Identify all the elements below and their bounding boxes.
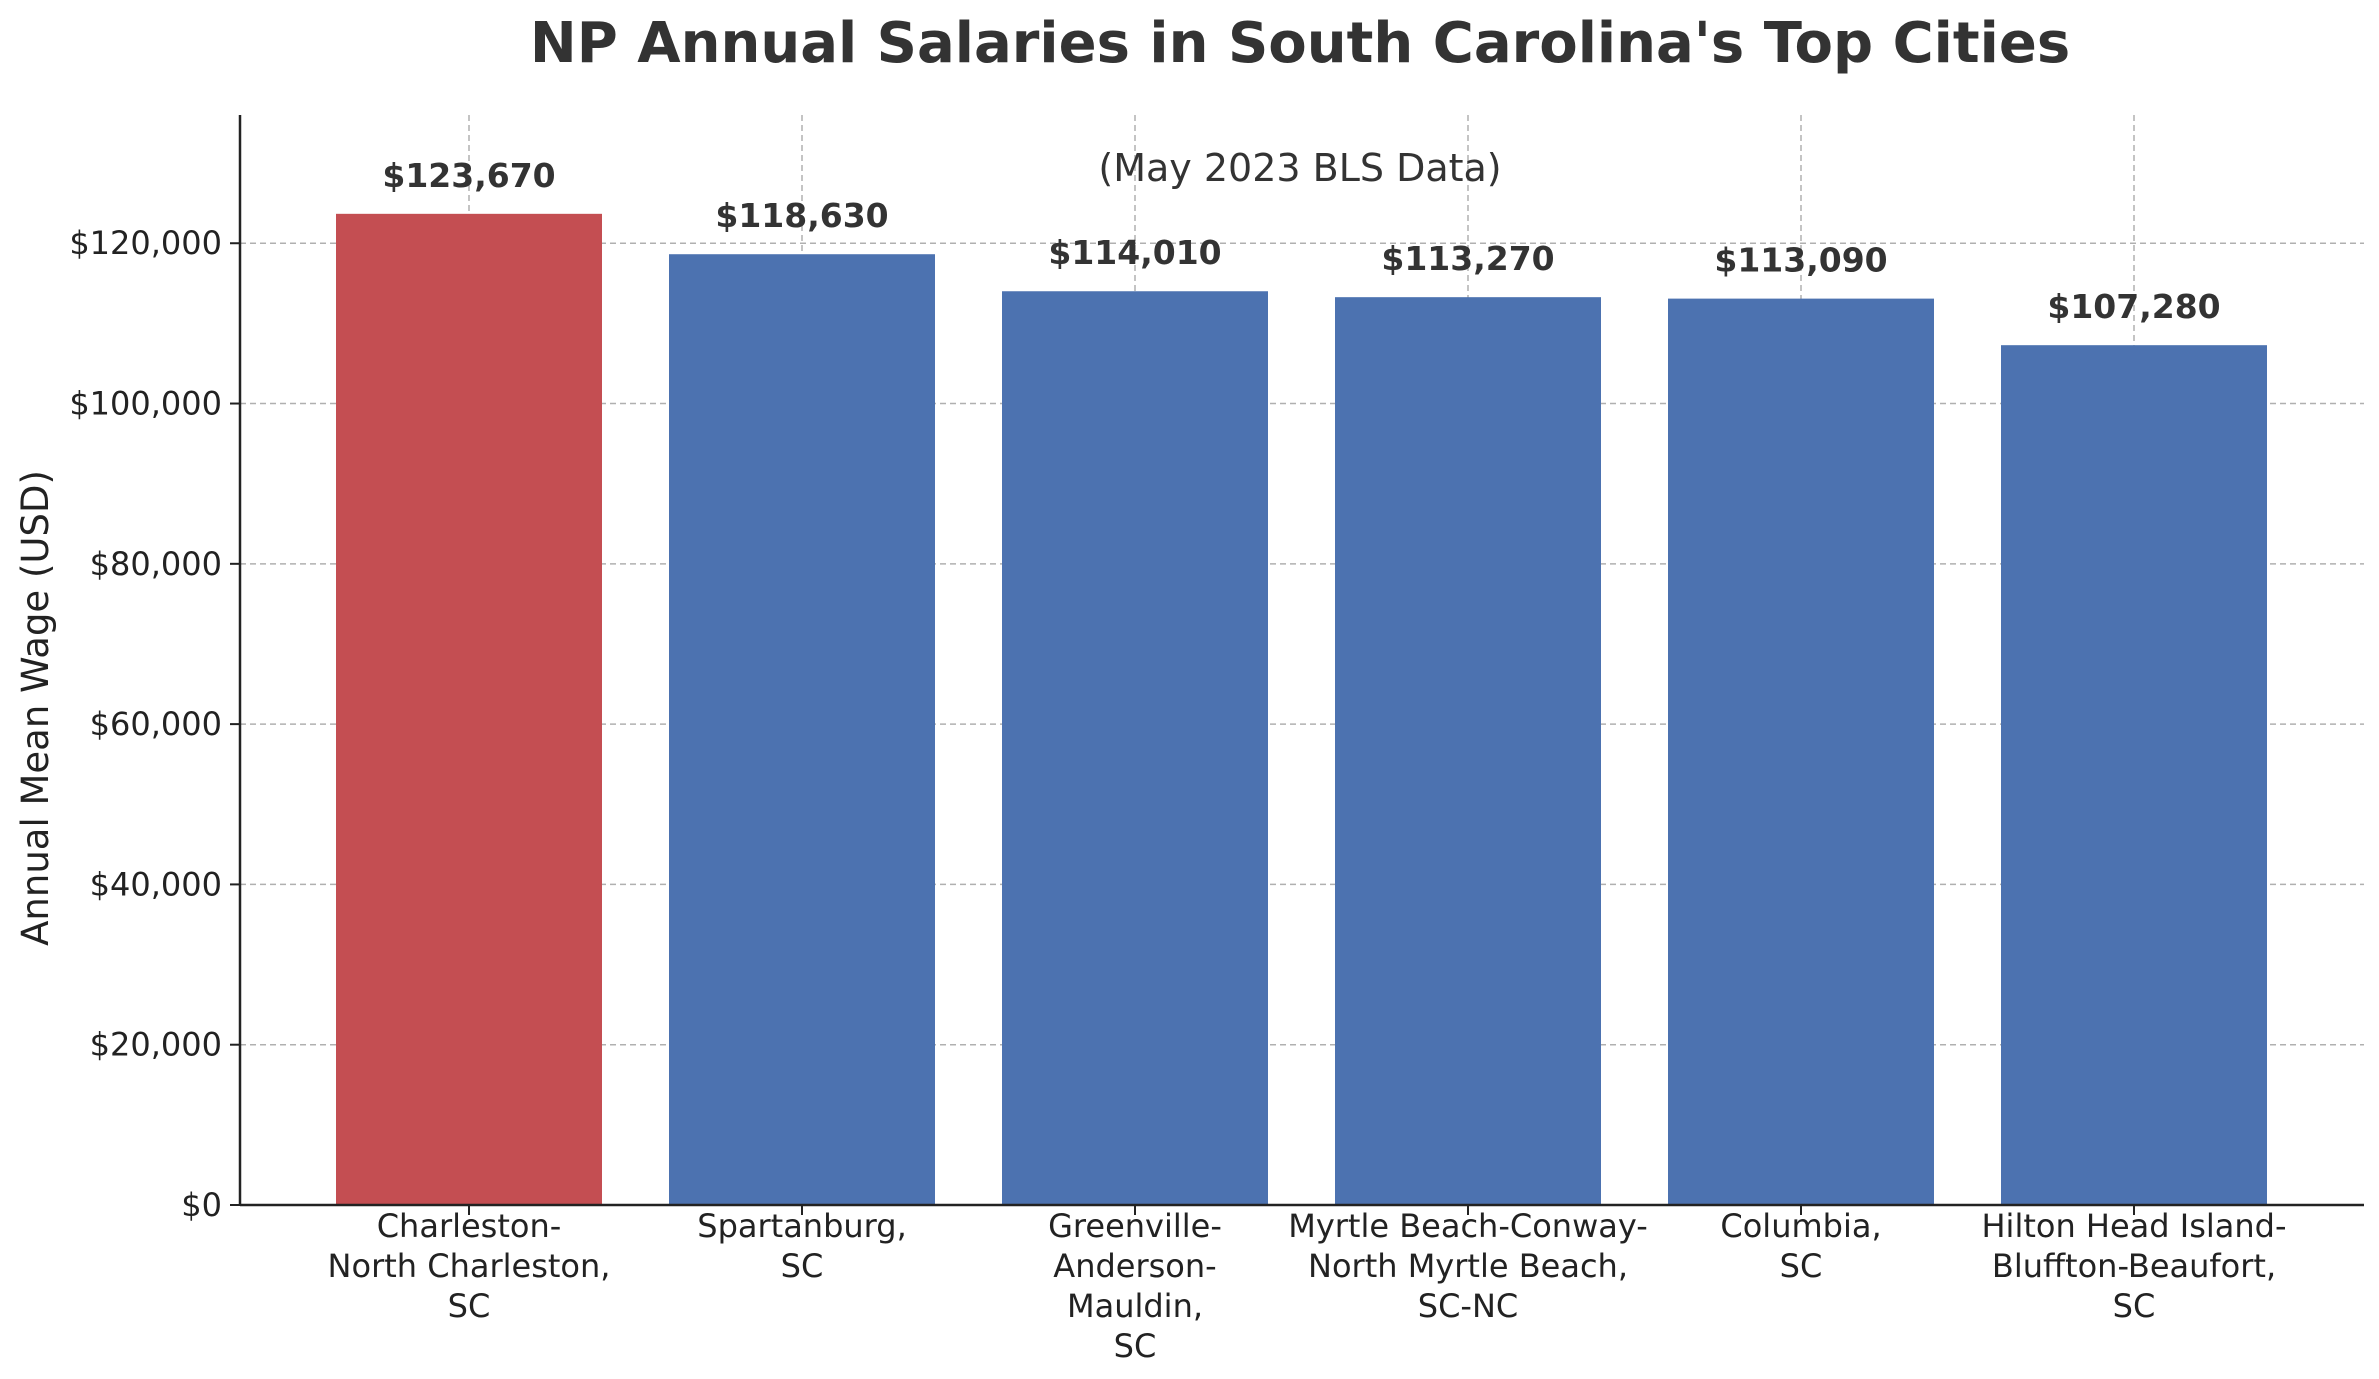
bar-value-label: $107,280 [2047, 287, 2220, 326]
x-category-label: Hilton Head Island-Bluffton-Beaufort, SC [1981, 1207, 2286, 1325]
bar-value-label: $113,090 [1714, 241, 1887, 280]
bar [1335, 297, 1601, 1205]
bar [1002, 291, 1268, 1205]
bar [1668, 298, 1934, 1205]
bars [336, 213, 2267, 1206]
x-category-label: Myrtle Beach-Conway-North Myrtle Beach, S… [1288, 1207, 1648, 1325]
y-tick-label: $60,000 [90, 705, 222, 743]
y-tick-label: $20,000 [90, 1026, 222, 1064]
y-axis-label: Annual Mean Wage (USD) [14, 470, 57, 946]
x-category-label: Columbia, SC [1720, 1207, 1881, 1285]
bar [2001, 345, 2267, 1205]
bar-value-label: $113,270 [1381, 239, 1554, 278]
x-category-label: Greenville-Anderson-Mauldin, SC [1048, 1207, 1222, 1365]
y-tick-labels: $0 $20,000 $40,000 $60,000 $80,000 $100,000 $1… [69, 224, 240, 1224]
y-tick-label: $0 [181, 1186, 222, 1224]
y-tick-label: $120,000 [69, 224, 222, 262]
chart-title: NP Annual Salaries in South Carolina's T… [530, 11, 2070, 76]
bar-value-label: $118,630 [715, 196, 888, 235]
chart-subtitle: (May 2023 BLS Data) [1098, 146, 1501, 190]
axes [238, 115, 2364, 1207]
bar [669, 254, 935, 1205]
y-tick-label: $100,000 [69, 385, 222, 423]
y-tick-label: $80,000 [90, 545, 222, 583]
value-labels: $123,670 $118,630 $114,010 $113,270 $113,090… [382, 156, 2220, 326]
bar-value-label: $123,670 [382, 156, 555, 195]
y-tick-label: $40,000 [90, 865, 222, 903]
x-category-label: Spartanburg, SC [697, 1207, 907, 1285]
x-category-label: Charleston-North Charleston, SC [328, 1207, 611, 1325]
x-category-labels: Charleston-North Charleston, SC Spartanbur… [328, 1205, 2287, 1365]
bar [336, 213, 602, 1206]
bar-value-label: $114,010 [1048, 233, 1221, 272]
